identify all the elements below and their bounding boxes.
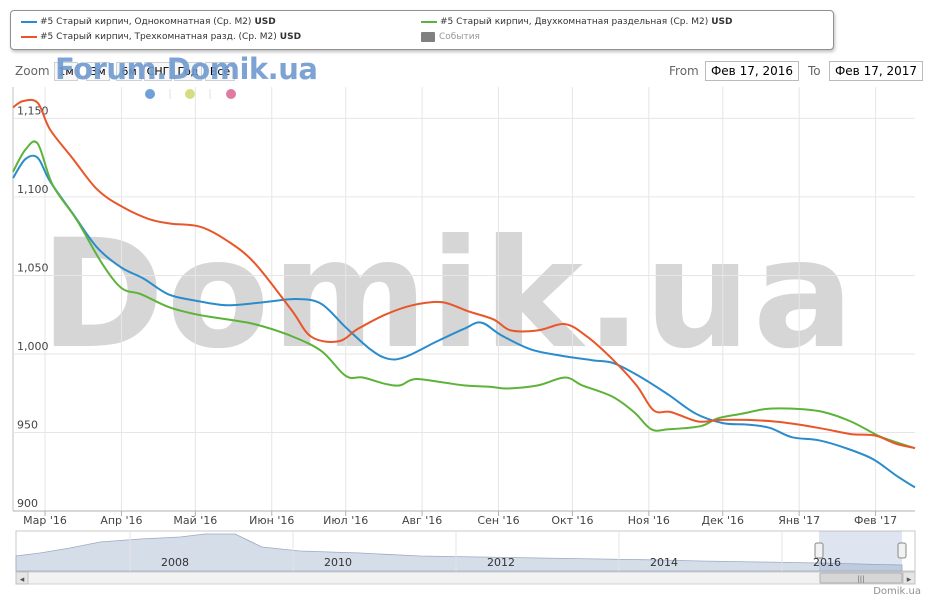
x-tick-label: Янв '17 [778, 514, 820, 527]
y-tick-label: 1,000 [17, 340, 49, 353]
x-tick-label: Дек '16 [702, 514, 745, 527]
navigator-selected-range[interactable] [819, 531, 902, 571]
navigator-right-handle[interactable] [897, 542, 907, 559]
legend-unit: USD [711, 17, 733, 27]
legend-label: События [439, 32, 480, 42]
x-tick-label: Фев '17 [854, 514, 897, 527]
navigator-left-handle[interactable] [814, 542, 824, 559]
navigator-series-area [15, 533, 903, 572]
legend-item-2room[interactable]: #5 Старый кирпич, Двухкомнатная раздельн… [421, 17, 733, 27]
zoom-ytd-button[interactable]: СНГ [144, 62, 172, 81]
legend-label: #5 Старый кирпич, Двухкомнатная раздельн… [440, 17, 709, 27]
y-tick-label: 900 [17, 497, 38, 510]
navigator-scrollbar[interactable] [15, 571, 916, 585]
x-tick-label: Июл '16 [323, 514, 368, 527]
series-line[interactable] [12, 98, 916, 450]
series-line[interactable] [12, 140, 916, 450]
x-tick-label: Апр '16 [100, 514, 142, 527]
x-tick-label: Окт '16 [551, 514, 593, 527]
zoom-all-button[interactable]: Всё [205, 62, 235, 81]
zoom-label: Zoom [15, 64, 50, 78]
event-dot[interactable] [145, 89, 155, 99]
navigator[interactable]: 2008 2010 2012 2014 2016 ◂ ||| ▸ [15, 530, 916, 585]
x-tick-label: Мар '16 [23, 514, 67, 527]
legend-item-events[interactable]: События [421, 32, 480, 42]
zoom-year-button[interactable]: Год [174, 62, 202, 81]
range-to-input[interactable]: Фев 17, 2017 [829, 61, 923, 81]
zoom-6m-button[interactable]: 6м [116, 62, 142, 81]
x-tick-label: Ноя '16 [628, 514, 670, 527]
y-tick-label: 1,050 [17, 261, 49, 274]
x-tick-label: Июн '16 [249, 514, 294, 527]
range-from-label: From [669, 64, 699, 78]
event-dot[interactable] [185, 89, 195, 99]
navigator-year-label: 2012 [487, 556, 515, 569]
x-tick-label: Авг '16 [402, 514, 442, 527]
legend-item-1room[interactable]: #5 Старый кирпич, Однокомнатная (Ср. М2)… [21, 17, 276, 27]
scrollbar-grip-icon: ||| [857, 575, 864, 583]
chart-series [12, 98, 916, 489]
events-swatch [421, 32, 435, 42]
legend-item-3room[interactable]: #5 Старый кирпич, Трехкомнатная разд. (С… [21, 32, 301, 42]
event-dot[interactable] [226, 89, 236, 99]
scroll-left-arrow-icon: ◂ [20, 575, 25, 585]
navigator-year-label: 2008 [161, 556, 189, 569]
scroll-right-button[interactable] [902, 571, 916, 585]
scroll-left-button[interactable] [15, 571, 29, 585]
event-markers [145, 89, 236, 99]
series-color-swatch [421, 21, 437, 23]
scroll-right-arrow-icon: ▸ [907, 575, 912, 585]
scrollbar-thumb[interactable] [819, 572, 903, 584]
credit-link[interactable]: Domik.ua [873, 586, 921, 597]
watermark: Domik.ua [40, 208, 857, 382]
navigator-year-label: 2014 [650, 556, 678, 569]
y-tick-label: 1,100 [17, 183, 49, 196]
navigator-year-label: 2010 [324, 556, 352, 569]
navigator-year-label: 2016 [813, 556, 841, 569]
legend-label: #5 Старый кирпич, Трехкомнатная разд. (С… [40, 32, 277, 42]
x-axis: Мар '16 Апр '16 Май '16 Июн '16 Июл '16 Авг '… [13, 510, 915, 527]
legend-unit: USD [279, 32, 302, 42]
zoom-3m-button[interactable]: 3м [86, 62, 110, 81]
y-tick-label: 950 [17, 418, 38, 431]
range-to-label: To [808, 64, 821, 78]
chart-legend: #5 Старый кирпич, Однокомнатная (Ср. М2)… [10, 10, 834, 50]
range-from-input[interactable]: Фев 17, 2016 [705, 61, 799, 81]
series-color-swatch [21, 21, 37, 23]
chart-grid [12, 87, 915, 512]
series-line[interactable] [12, 154, 916, 489]
series-color-swatch [21, 36, 37, 38]
x-tick-label: Сен '16 [477, 514, 519, 527]
navigator-year-labels: 2008 2010 2012 2014 2016 [129, 531, 841, 571]
legend-unit: USD [254, 17, 276, 27]
x-tick-label: Май '16 [173, 514, 217, 527]
zoom-1m-button[interactable]: 1м [54, 62, 78, 81]
forum-logo: Forum.Domik.ua [55, 52, 318, 86]
legend-label: #5 Старый кирпич, Однокомнатная (Ср. М2) [40, 17, 252, 27]
